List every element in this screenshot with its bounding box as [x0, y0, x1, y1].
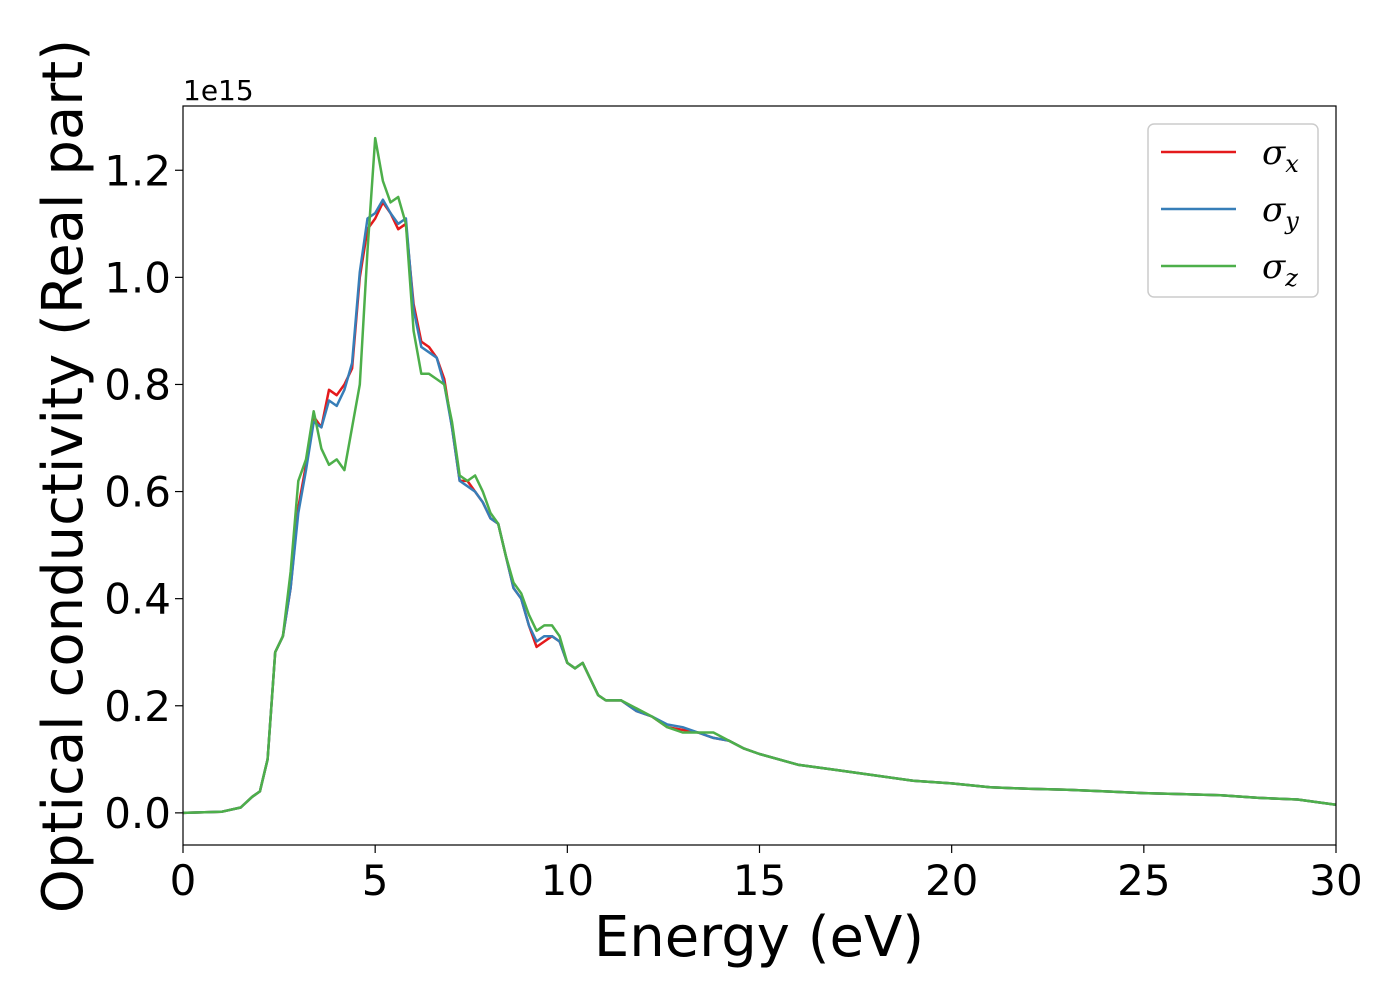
y-tick-label: 0.6 — [104, 468, 171, 517]
x-tick-label: 10 — [541, 856, 594, 905]
y-tick-label: 0.8 — [104, 360, 171, 409]
series-line-z — [182, 136, 1337, 815]
y-tick-label: 0.0 — [104, 789, 171, 838]
y-tick-label: 1.0 — [104, 253, 171, 302]
x-tick-label: 25 — [1117, 856, 1170, 905]
x-axis: 0 5 10 15 20 25 30 — [170, 845, 1363, 905]
y-tick-label: 0.2 — [104, 682, 171, 731]
y-axis-label: Optical conductivity (Real part) — [31, 39, 96, 913]
x-tick-label: 30 — [1309, 856, 1362, 905]
legend-label-z: σz — [1262, 247, 1298, 292]
y-tick-label: 0.4 — [104, 575, 171, 624]
y-tick-label: 1.2 — [104, 146, 171, 195]
legend-label-y: σy — [1262, 190, 1299, 235]
x-tick-label: 0 — [170, 856, 197, 905]
x-tick-label: 20 — [925, 856, 978, 905]
legend: σx σy σz — [1147, 123, 1319, 298]
y-axis: 0.0 0.2 0.4 0.6 0.8 1.0 1.2 — [104, 146, 183, 838]
x-axis-label: Energy (eV) — [594, 905, 924, 970]
legend-box — [1147, 123, 1319, 298]
legend-label-x: σx — [1262, 133, 1299, 178]
series-layer — [182, 136, 1337, 815]
x-tick-label: 5 — [362, 856, 389, 905]
y-offset-label: 1e15 — [183, 74, 254, 107]
x-tick-label: 15 — [733, 856, 786, 905]
